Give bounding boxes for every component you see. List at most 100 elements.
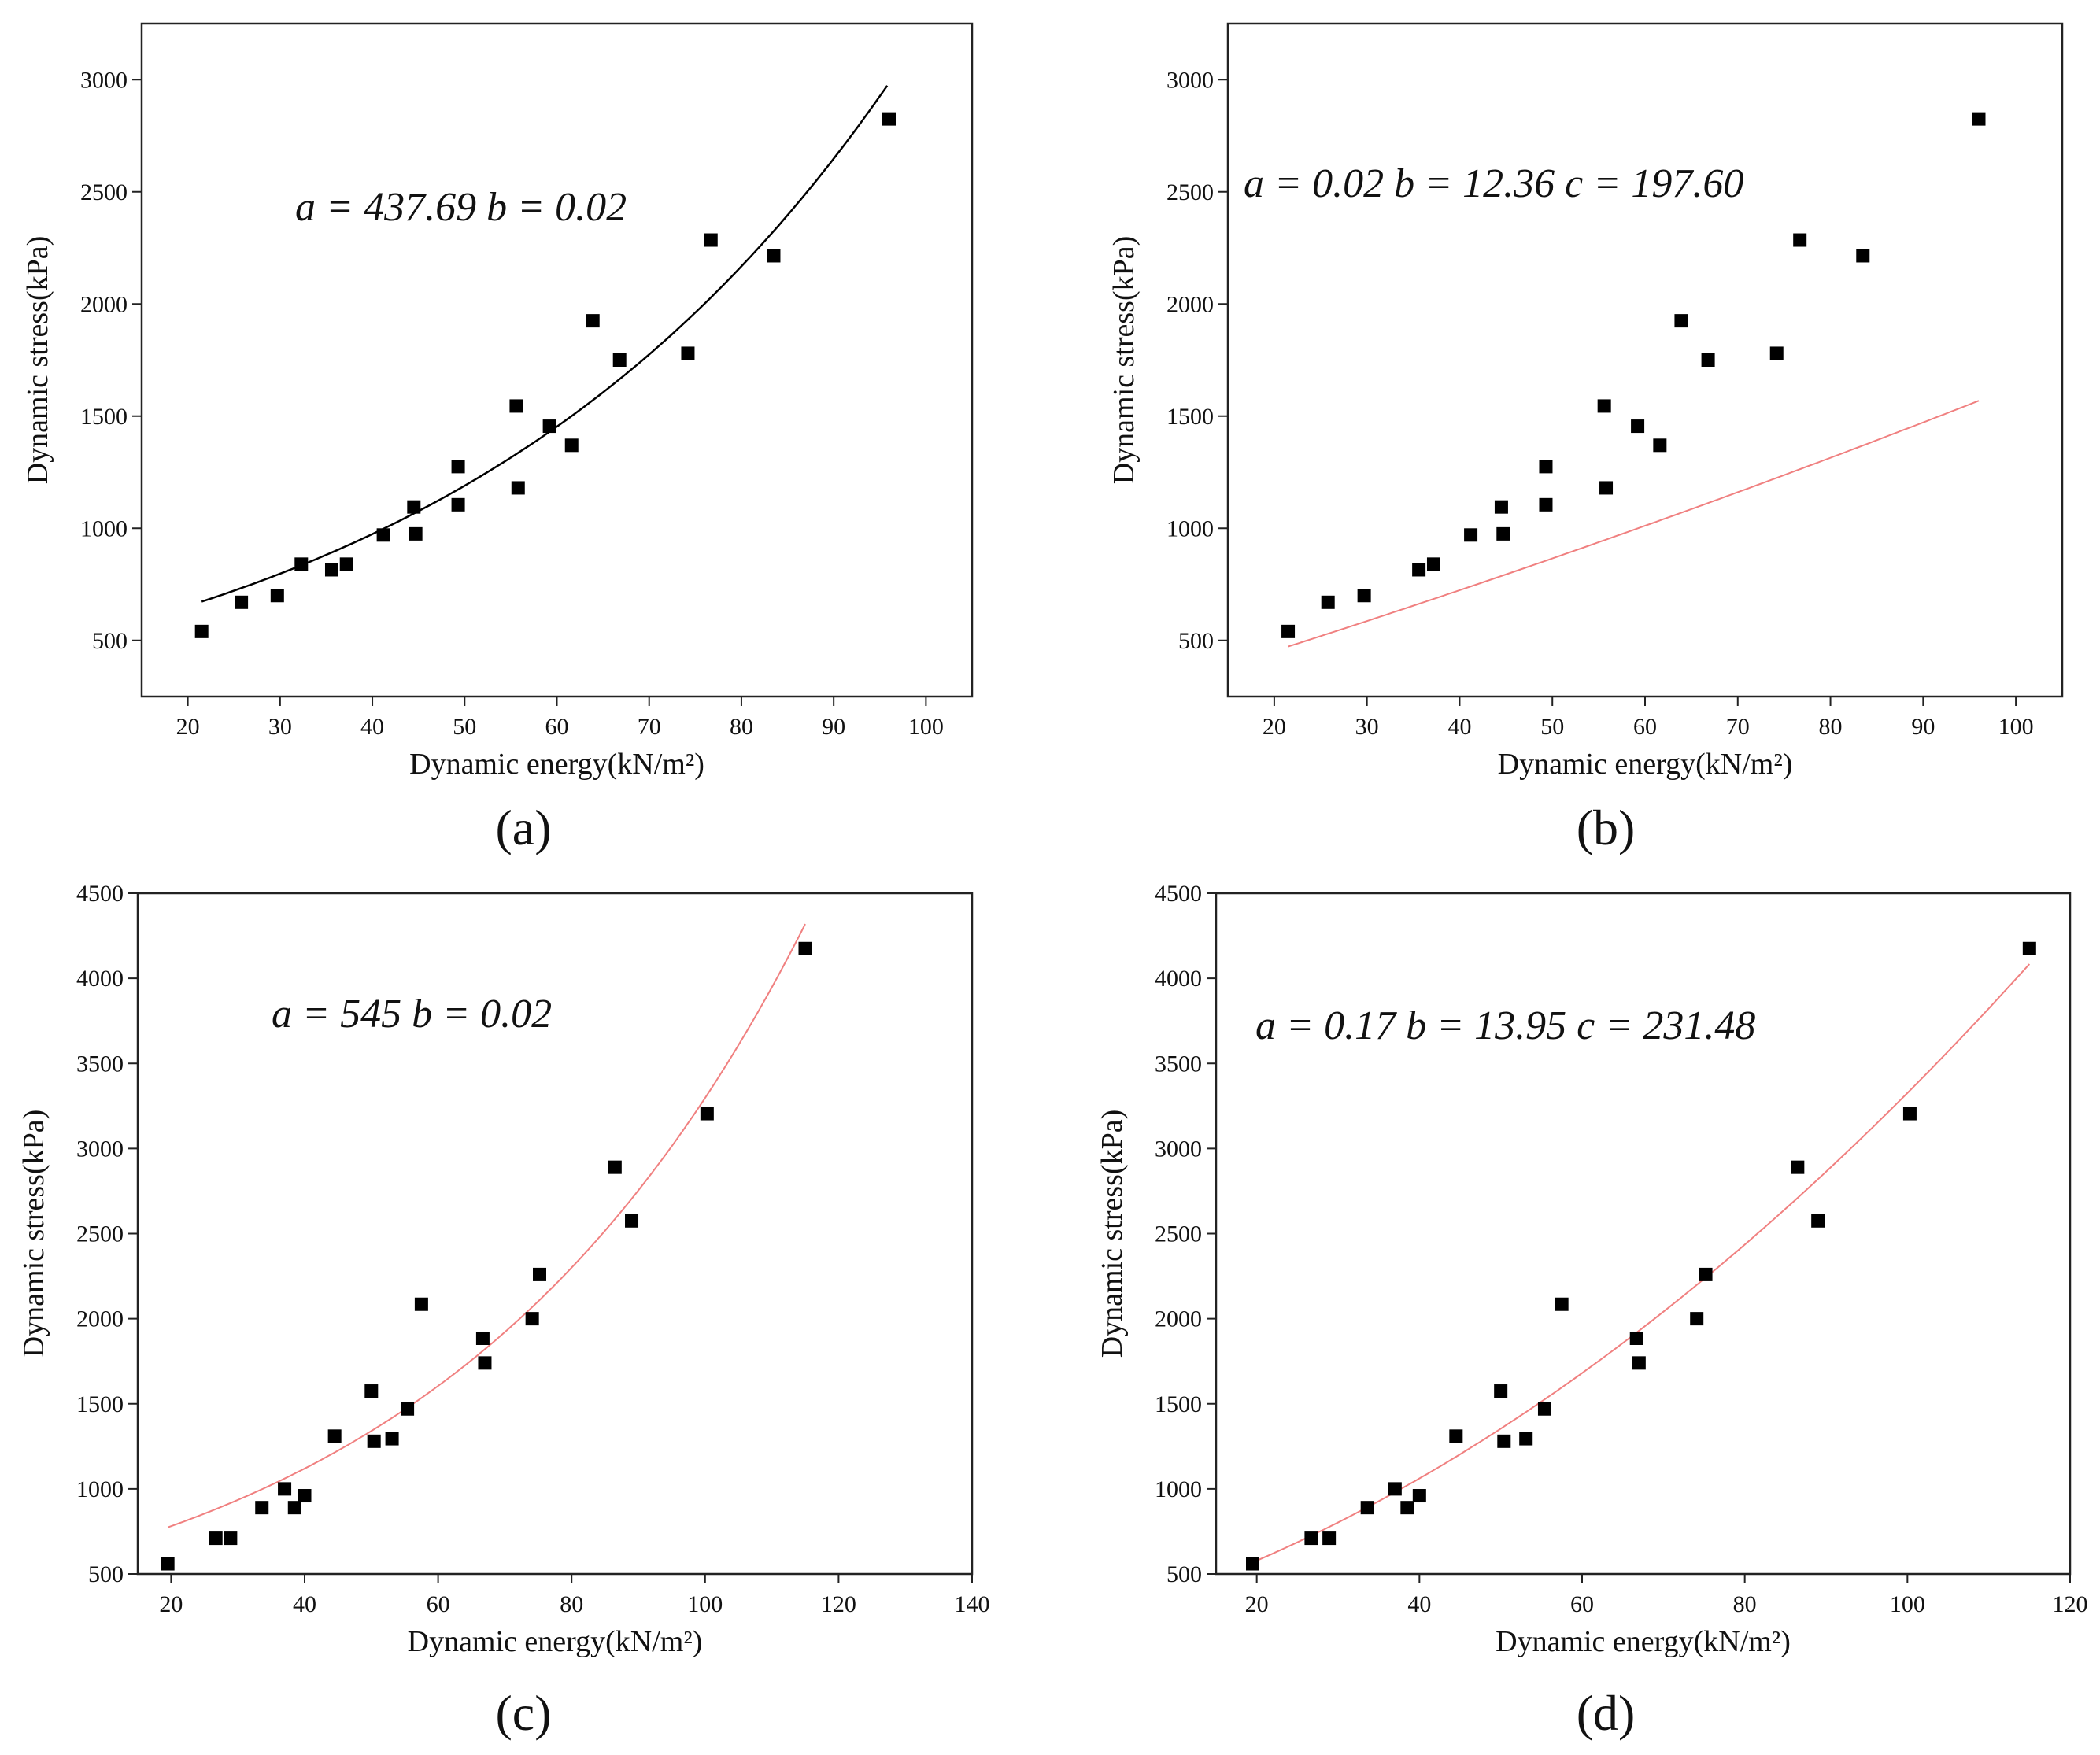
data-point: [1537, 1402, 1551, 1416]
y-axis-title: Dynamic stress(kPa): [1107, 236, 1141, 485]
data-point: [1856, 249, 1870, 263]
data-point: [385, 1432, 399, 1446]
x-tick-label: 100: [908, 714, 944, 740]
data-point: [542, 419, 556, 434]
data-point: [1412, 563, 1426, 577]
data-point: [1321, 595, 1335, 609]
x-tick-label: 80: [730, 714, 753, 740]
data-point: [525, 1312, 539, 1326]
data-point: [1494, 500, 1508, 514]
data-point: [451, 460, 465, 474]
x-tick-label: 30: [268, 714, 292, 740]
data-point: [564, 438, 579, 453]
data-point: [2022, 941, 2036, 955]
data-point: [882, 112, 896, 126]
data-point: [586, 314, 600, 328]
fit-curve: [1252, 963, 2031, 1564]
x-tick-label: 20: [1245, 1591, 1269, 1617]
y-tick-label: 2500: [76, 1221, 124, 1247]
x-tick-label: 90: [1911, 714, 1935, 740]
y-tick-label: 2000: [80, 291, 128, 317]
fit-annotation: a = 0.17 b = 13.95 c = 231.48: [1255, 1003, 1755, 1048]
chart-panel-b: 20 30 40 50 60 70 80 90 100 500 1000 1500 2000 2500 30…: [1107, 22, 2064, 781]
y-tick-label: 4500: [76, 881, 124, 907]
data-point: [1304, 1531, 1318, 1546]
data-point: [1972, 112, 1986, 126]
data-point: [509, 399, 523, 413]
data-point: [1388, 1482, 1402, 1496]
y-tick-label: 3000: [1166, 67, 1214, 93]
plot-frame: [140, 22, 974, 698]
data-point: [478, 1356, 492, 1370]
fit-annotation: a = 437.69 b = 0.02: [295, 185, 627, 230]
data-point: [298, 1489, 312, 1503]
data-point: [1412, 1489, 1426, 1503]
fit-curve: [167, 923, 806, 1528]
data-point: [407, 500, 421, 514]
fit-annotation: a = 545 b = 0.02: [272, 992, 552, 1036]
y-tick-label: 2000: [76, 1306, 124, 1332]
data-point: [767, 249, 781, 263]
x-tick-label: 140: [955, 1591, 990, 1617]
fit-curve: [201, 85, 889, 603]
fit-curve: [1288, 400, 1980, 648]
data-point: [409, 526, 423, 541]
data-point: [1496, 526, 1510, 541]
data-point: [608, 1160, 622, 1174]
x-tick-label: 100: [687, 1591, 723, 1617]
x-tick-label: 20: [1263, 714, 1286, 740]
plot-frame: [136, 892, 974, 1576]
y-tick-label: 1000: [1155, 1476, 1202, 1502]
data-point: [704, 233, 718, 247]
data-point: [364, 1384, 379, 1398]
x-tick-label: 20: [176, 714, 200, 740]
x-tick-label: 60: [545, 714, 569, 740]
panel-label-b: (b): [1576, 800, 1636, 855]
data-point: [681, 346, 695, 360]
x-tick-label: 20: [159, 1591, 183, 1617]
data-point: [1246, 1557, 1259, 1571]
data-point: [1629, 1331, 1643, 1345]
y-tick-label: 1000: [80, 515, 128, 541]
y-tick-label: 2500: [1155, 1221, 1202, 1247]
x-axis-title: Dynamic energy(kN/m²): [1496, 1625, 1791, 1658]
data-point: [1464, 528, 1478, 542]
x-tick-label: 70: [1726, 714, 1750, 740]
chart-panel-a: 20 30 40 50 60 70 80 90 100 500 1000 1500 2000 2500 30…: [21, 22, 974, 781]
data-point: [1597, 399, 1611, 413]
y-tick-label: 500: [88, 1561, 124, 1587]
data-point: [327, 1429, 342, 1443]
y-tick-label: 2000: [1155, 1306, 1202, 1332]
x-tick-label: 100: [1998, 714, 2034, 740]
data-point: [1632, 1356, 1646, 1370]
y-tick-label: 1500: [80, 404, 128, 430]
x-tick-label: 100: [1890, 1591, 1925, 1617]
data-point: [161, 1557, 175, 1571]
x-tick-label: 80: [560, 1591, 583, 1617]
data-point: [339, 557, 353, 571]
data-point: [1519, 1432, 1533, 1446]
data-point: [209, 1531, 223, 1546]
data-point: [1793, 233, 1807, 247]
data-point: [475, 1331, 490, 1345]
y-tick-label: 2500: [80, 179, 128, 205]
x-tick-label: 40: [360, 714, 384, 740]
data-point: [235, 595, 249, 609]
data-point: [194, 624, 209, 638]
data-point: [1555, 1297, 1569, 1311]
data-point: [1674, 314, 1688, 328]
data-point: [1599, 481, 1614, 495]
x-axis-title: Dynamic energy(kN/m²): [1498, 748, 1793, 781]
data-point: [625, 1214, 639, 1228]
data-point: [511, 481, 525, 495]
data-point: [1281, 624, 1296, 638]
data-point: [376, 528, 390, 542]
data-point: [1690, 1312, 1704, 1326]
data-point: [1539, 497, 1553, 512]
data-point: [1699, 1267, 1713, 1281]
data-point: [451, 497, 465, 512]
x-tick-label: 120: [821, 1591, 856, 1617]
data-point: [1400, 1501, 1414, 1515]
data-point: [1791, 1160, 1805, 1174]
data-point: [612, 353, 627, 367]
